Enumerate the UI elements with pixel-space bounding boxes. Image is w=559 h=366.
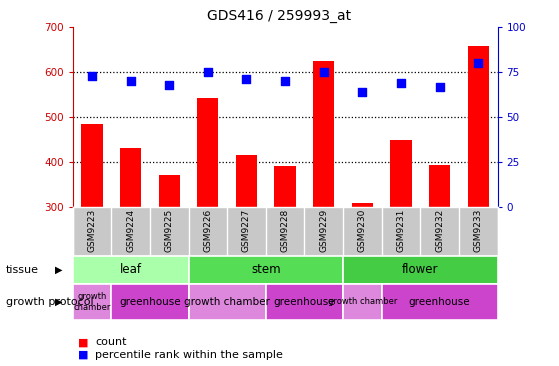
Text: tissue: tissue bbox=[6, 265, 39, 275]
Text: GDS416 / 259993_at: GDS416 / 259993_at bbox=[207, 9, 352, 23]
Bar bbox=[111, 284, 188, 320]
Point bbox=[358, 89, 367, 95]
Text: GSM9230: GSM9230 bbox=[358, 209, 367, 252]
Point bbox=[126, 78, 135, 84]
Text: GSM9223: GSM9223 bbox=[87, 209, 97, 252]
Bar bbox=[352, 203, 373, 341]
Text: GSM9227: GSM9227 bbox=[242, 209, 251, 252]
Bar bbox=[120, 147, 141, 341]
Text: greenhouse: greenhouse bbox=[273, 297, 335, 307]
Bar bbox=[188, 284, 266, 320]
Bar bbox=[343, 256, 498, 284]
Point bbox=[473, 60, 482, 66]
Bar bbox=[159, 175, 180, 341]
Point bbox=[281, 78, 290, 84]
Text: stem: stem bbox=[251, 264, 281, 276]
Bar bbox=[73, 256, 188, 284]
Bar bbox=[467, 46, 489, 341]
Point bbox=[242, 76, 251, 82]
Bar bbox=[382, 284, 498, 320]
Point bbox=[396, 80, 405, 86]
Bar bbox=[82, 124, 103, 341]
Bar bbox=[343, 284, 382, 320]
Text: GSM9226: GSM9226 bbox=[203, 209, 212, 252]
Text: greenhouse: greenhouse bbox=[409, 297, 470, 307]
Text: GSM9231: GSM9231 bbox=[396, 209, 405, 252]
Bar bbox=[266, 284, 343, 320]
Text: ■: ■ bbox=[78, 337, 89, 347]
Text: GSM9228: GSM9228 bbox=[281, 209, 290, 252]
Text: growth
chamber: growth chamber bbox=[73, 292, 111, 312]
Bar bbox=[390, 139, 411, 341]
Point bbox=[88, 73, 97, 79]
Text: GSM9225: GSM9225 bbox=[165, 209, 174, 252]
Text: leaf: leaf bbox=[120, 264, 141, 276]
Bar bbox=[274, 167, 296, 341]
Bar bbox=[236, 155, 257, 341]
Text: growth protocol: growth protocol bbox=[6, 297, 93, 307]
Bar bbox=[73, 284, 111, 320]
Text: GSM9232: GSM9232 bbox=[435, 209, 444, 252]
Text: count: count bbox=[95, 337, 126, 347]
Text: ▶: ▶ bbox=[55, 297, 63, 307]
Point bbox=[435, 84, 444, 90]
Bar bbox=[429, 165, 450, 341]
Text: growth chamber: growth chamber bbox=[328, 298, 397, 306]
Point bbox=[203, 69, 212, 75]
Bar bbox=[188, 256, 343, 284]
Text: flower: flower bbox=[402, 264, 438, 276]
Point bbox=[319, 69, 328, 75]
Text: GSM9233: GSM9233 bbox=[473, 209, 483, 252]
Text: ■: ■ bbox=[78, 350, 89, 360]
Text: GSM9224: GSM9224 bbox=[126, 209, 135, 252]
Text: greenhouse: greenhouse bbox=[119, 297, 181, 307]
Text: GSM9229: GSM9229 bbox=[319, 209, 328, 252]
Text: growth chamber: growth chamber bbox=[184, 297, 270, 307]
Bar bbox=[313, 61, 334, 341]
Text: percentile rank within the sample: percentile rank within the sample bbox=[95, 350, 283, 360]
Bar bbox=[197, 98, 219, 341]
Point bbox=[165, 82, 174, 88]
Text: ▶: ▶ bbox=[55, 265, 63, 275]
